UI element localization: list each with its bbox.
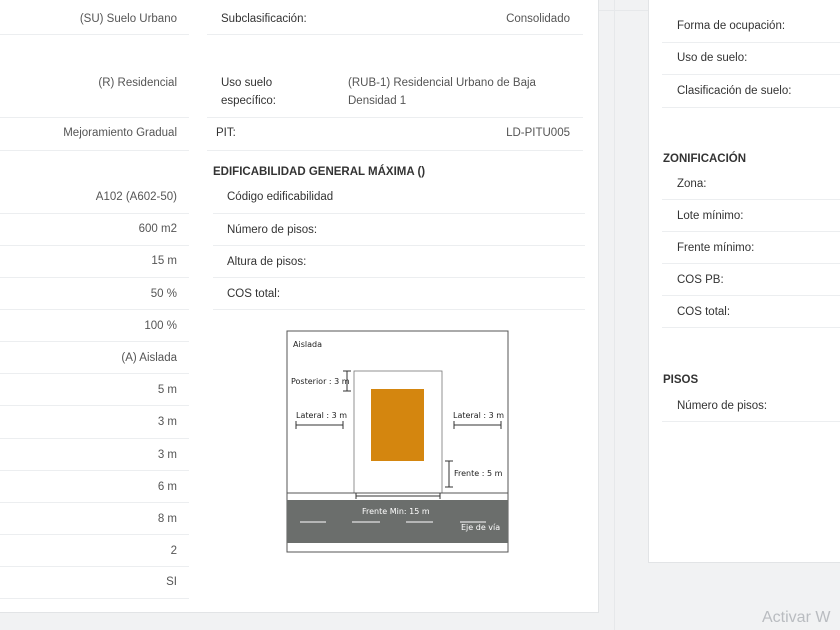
row-divider xyxy=(213,277,585,278)
uso-especifico-label-line1: Uso suelo xyxy=(221,77,273,89)
row-divider xyxy=(662,327,840,328)
row-divider xyxy=(662,107,840,108)
row-divider xyxy=(0,34,189,35)
value-retiro-posterior: 3 m xyxy=(157,449,177,461)
value-retiro-lateral: 3 m xyxy=(157,416,177,428)
zonificacion-row-frente: Frente mínimo: xyxy=(677,242,755,254)
row-divider xyxy=(0,213,189,214)
row-divider xyxy=(662,263,840,264)
value-clasificacion: (SU) Suelo Urbano xyxy=(79,13,177,25)
row-divider xyxy=(662,231,840,232)
row-divider xyxy=(0,566,189,567)
right-row-forma-ocupacion: Forma de ocupación: xyxy=(677,20,786,32)
row-divider xyxy=(0,502,189,503)
value-pisos: 2 xyxy=(170,545,177,557)
value-entre-bloques: 6 m xyxy=(157,481,177,493)
zonificacion-row-lote: Lote mínimo: xyxy=(677,210,744,222)
row-divider xyxy=(662,295,840,296)
row-divider xyxy=(207,34,583,35)
row-divider xyxy=(0,438,189,439)
frente-label: Frente : 5 m xyxy=(454,469,503,478)
value-codigo: A102 (A602-50) xyxy=(95,191,177,203)
lateral-right-label: Lateral : 3 m xyxy=(453,411,504,420)
row-divider xyxy=(213,309,585,310)
value-frente-minimo: 15 m xyxy=(151,255,177,267)
edificabilidad-row-altura: Altura de pisos: xyxy=(227,256,307,268)
row-divider xyxy=(662,42,840,43)
pisos-row-numero: Número de pisos: xyxy=(677,400,768,412)
row-divider xyxy=(0,245,189,246)
row-divider xyxy=(213,245,585,246)
edificabilidad-row-pisos: Número de pisos: xyxy=(227,224,318,236)
subclasificacion-value: Consolidado xyxy=(506,13,570,25)
frente-min-label: Frente Min: 15 m xyxy=(362,507,430,516)
subclasificacion-label: Subclasificación: xyxy=(221,13,307,25)
value-cos-total: 100 % xyxy=(144,320,177,332)
column-divider xyxy=(614,0,615,630)
row-divider xyxy=(0,117,189,118)
row-divider xyxy=(662,199,840,200)
diagram-title: Aislada xyxy=(293,340,322,349)
row-divider xyxy=(0,405,189,406)
row-divider xyxy=(662,421,840,422)
zonificacion-row-cos-total: COS total: xyxy=(677,306,731,318)
zonificacion-row-zona: Zona: xyxy=(677,178,707,190)
value-si: SI xyxy=(166,576,177,588)
pit-value: LD-PITU005 xyxy=(506,127,570,139)
eje-via-label: Eje de vía xyxy=(461,523,500,532)
activation-watermark: Activar W xyxy=(762,609,831,626)
pit-label: PIT: xyxy=(216,127,236,139)
right-card xyxy=(648,0,840,563)
row-divider xyxy=(0,534,189,535)
right-row-uso-suelo: Uso de suelo: xyxy=(677,52,748,64)
uso-especifico-value-line2: Densidad 1 xyxy=(348,95,407,107)
row-divider xyxy=(213,213,585,214)
edificabilidad-row-cos-total: COS total: xyxy=(227,288,281,300)
zonificacion-title: ZONIFICACIÓN xyxy=(663,153,747,165)
value-lote-minimo: 600 m2 xyxy=(138,223,177,235)
posterior-label: Posterior : 3 m xyxy=(291,377,350,386)
value-cos-pb: 50 % xyxy=(150,288,177,300)
setback-diagram: Aislada Posterior : 3 m Lateral : 3 m La… xyxy=(286,330,509,553)
row-divider xyxy=(0,150,189,151)
row-divider xyxy=(0,470,189,471)
value-uso-suelo: (R) Residencial xyxy=(98,77,177,89)
uso-especifico-value-line1: (RUB-1) Residencial Urbano de Baja xyxy=(348,77,536,89)
right-row-clasificacion: Clasificación de suelo: xyxy=(677,85,792,97)
lateral-left-label: Lateral : 3 m xyxy=(296,411,347,420)
row-divider xyxy=(207,150,583,151)
building-footprint xyxy=(371,389,424,461)
value-altura: 8 m xyxy=(157,513,177,525)
row-divider xyxy=(207,117,583,118)
uso-especifico-label-line2: específico: xyxy=(221,95,276,107)
row-divider xyxy=(0,277,189,278)
value-tratamiento: Mejoramiento Gradual xyxy=(63,127,177,139)
value-retiro-frontal: 5 m xyxy=(157,384,177,396)
zonificacion-row-cos-pb: COS PB: xyxy=(677,274,724,286)
edificabilidad-title: EDIFICABILIDAD GENERAL MÁXIMA () xyxy=(213,166,426,178)
row-divider xyxy=(662,74,840,75)
row-divider xyxy=(0,598,189,599)
pisos-title: PISOS xyxy=(663,374,699,386)
row-divider xyxy=(0,309,189,310)
value-forma-ocupacion: (A) Aislada xyxy=(121,352,177,364)
row-divider xyxy=(0,373,189,374)
row-divider xyxy=(0,341,189,342)
edificabilidad-row-codigo: Código edificabilidad xyxy=(227,191,334,203)
